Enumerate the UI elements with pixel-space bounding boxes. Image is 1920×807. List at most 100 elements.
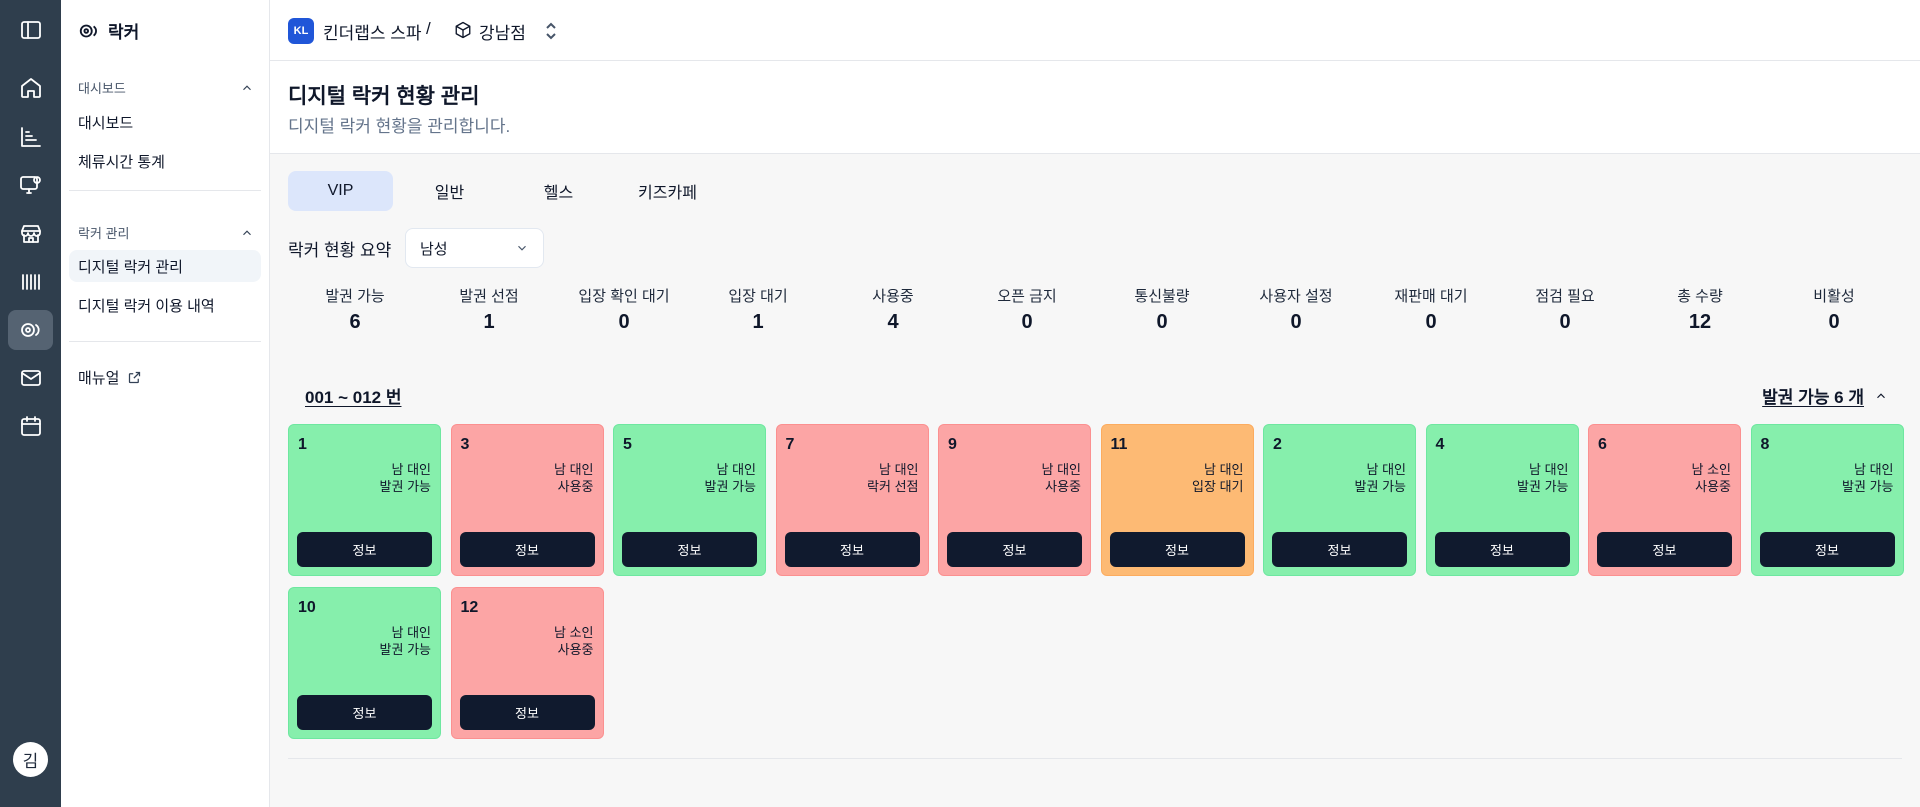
chevron-up-down-icon[interactable] (544, 22, 558, 40)
locker-type: 남 소인 (554, 625, 594, 640)
locker-info-button[interactable]: 정보 (784, 532, 920, 567)
tab-general[interactable]: 일반 (434, 185, 465, 202)
sidebar-item-manual[interactable]: 매뉴얼 (69, 361, 261, 393)
stat-available: 발권 가능 6 (325, 288, 385, 333)
locker-number: 5 (623, 436, 632, 453)
divider (69, 341, 261, 342)
locker-info-button[interactable]: 정보 (1272, 532, 1407, 567)
stat-inspection-needed: 점검 필요 0 (1535, 288, 1595, 333)
locker-info-button[interactable]: 정보 (1759, 532, 1895, 567)
store-name[interactable]: 강남점 (479, 24, 526, 43)
locker-type: 남 소인 (1691, 462, 1732, 477)
chevron-down-icon (518, 245, 526, 251)
locker-icon[interactable] (8, 310, 53, 350)
monitor-settings-icon[interactable] (8, 165, 53, 205)
stat-total: 총 수량 12 (1677, 288, 1723, 333)
available-summary-label: 발권 가능 6 개 (1762, 388, 1864, 407)
locker-info-button[interactable]: 정보 (1109, 532, 1245, 567)
locker-status: 발권 가능 (379, 642, 431, 657)
stat-open-prohibited: 오픈 금지 0 (997, 288, 1057, 333)
external-link-icon (129, 371, 141, 383)
chevron-up-icon (1877, 392, 1885, 398)
avatar[interactable]: 김 (13, 742, 48, 777)
page-header: 디지털 락커 현황 관리 디지털 락커 현황을 관리합니다. (270, 61, 1920, 154)
sidebar-toggle-icon[interactable] (8, 10, 53, 50)
locker-type: 남 대인 (1529, 462, 1569, 477)
calendar-icon[interactable] (8, 406, 53, 446)
box-icon (455, 21, 471, 39)
stat-preempted: 발권 선점 1 (459, 288, 519, 333)
group-header-dashboard[interactable]: 대시보드 (78, 78, 254, 97)
locker-card-11[interactable]: 11 남 대인 입장 대기 정보 (1100, 424, 1254, 576)
locker-card-12[interactable]: 12 남 소인 사용중 정보 (450, 587, 604, 739)
chart-icon[interactable] (8, 117, 53, 157)
locker-number: 6 (1598, 436, 1607, 453)
tab-health[interactable]: 헬스 (543, 185, 574, 202)
home-icon[interactable] (8, 68, 53, 108)
locker-info-button[interactable]: 정보 (622, 532, 757, 567)
breadcrumb-separator: / (426, 19, 431, 38)
tab-vip[interactable]: VIP (288, 171, 393, 211)
locker-type: 남 대인 (391, 462, 432, 477)
locker-logo-icon (79, 24, 97, 37)
summary-label: 락커 현황 요약 (288, 241, 392, 260)
group-header-locker-management[interactable]: 락커 관리 (78, 223, 254, 242)
locker-info-button[interactable]: 정보 (459, 532, 595, 567)
locker-type: 남 대인 (1854, 462, 1894, 477)
locker-type: 남 대인 (1366, 462, 1407, 477)
main-content: VIP 일반 헬스 키즈카페 락커 현황 요약 남성 발권 가능 6 발권 선점 1… (270, 154, 1920, 807)
sidebar-item-digital-locker-management[interactable]: 디지털 락커 관리 (69, 250, 261, 282)
locker-info-button[interactable]: 정보 (1597, 532, 1732, 567)
icon-rail: 김 (0, 0, 61, 807)
locker-info-button[interactable]: 정보 (947, 532, 1082, 567)
locker-status: 사용중 (557, 642, 594, 657)
stat-in-use: 사용중 4 (872, 288, 914, 333)
locker-card-7[interactable]: 7 남 대인 락커 선점 정보 (775, 424, 929, 576)
available-summary-toggle[interactable]: 발권 가능 6 개 (1762, 383, 1888, 408)
locker-type: 남 대인 (391, 625, 432, 640)
top-bar: KL 킨더랩스 스파 / 강남점 (270, 0, 1920, 61)
divider (69, 190, 261, 191)
locker-status: 발권 가능 (379, 479, 431, 494)
locker-status: 발권 가능 (1354, 479, 1406, 494)
locker-status: 락커 선점 (867, 479, 919, 494)
locker-card-1[interactable]: 1 남 대인 발권 가능 정보 (288, 424, 441, 576)
locker-number: 4 (1435, 436, 1445, 453)
locker-info-button[interactable]: 정보 (459, 695, 595, 730)
locker-status: 사용중 (557, 479, 594, 494)
page-subtitle: 디지털 락커 현황을 관리합니다. (288, 117, 511, 136)
brand-label: 락커 (108, 23, 140, 42)
locker-card-3[interactable]: 3 남 대인 사용중 정보 (450, 424, 604, 576)
sidebar-item-stay-time-stats[interactable]: 체류시간 통계 (78, 153, 165, 171)
locker-range-link[interactable]: 001 ~ 012 번 (305, 388, 402, 407)
locker-info-button[interactable]: 정보 (297, 695, 432, 730)
locker-card-9[interactable]: 9 남 대인 사용중 정보 (938, 424, 1091, 576)
locker-status: 발권 가능 (1517, 479, 1569, 494)
sidebar-item-digital-locker-history[interactable]: 디지털 락커 이용 내역 (78, 297, 215, 315)
locker-number: 10 (298, 599, 316, 616)
locker-status: 발권 가능 (704, 479, 756, 494)
stat-user-setting: 사용자 설정 0 (1259, 288, 1333, 333)
locker-status: 발권 가능 (1842, 479, 1894, 494)
company-name[interactable]: 킨더랩스 스파 (323, 24, 422, 43)
page-title: 디지털 락커 현황 관리 (288, 85, 480, 108)
locker-card-2[interactable]: 2 남 대인 발권 가능 정보 (1263, 424, 1416, 576)
locker-info-button[interactable]: 정보 (297, 532, 432, 567)
locker-status: 입장 대기 (1192, 479, 1244, 494)
sidebar-item-dashboard[interactable]: 대시보드 (78, 114, 134, 132)
store-icon[interactable] (8, 214, 53, 254)
mail-icon[interactable] (8, 358, 53, 398)
gender-select[interactable]: 남성 (405, 228, 544, 268)
locker-number: 8 (1760, 436, 1770, 453)
locker-type: 남 대인 (716, 462, 757, 477)
tab-kids-cafe[interactable]: 키즈카페 (638, 185, 697, 202)
locker-info-button[interactable]: 정보 (1434, 532, 1570, 567)
sidebar: 락커 대시보드 대시보드 체류시간 통계 락커 관리 디지털 락커 관리 디지털… (61, 0, 270, 807)
barcode-icon[interactable] (8, 262, 53, 302)
locker-status: 사용중 (1695, 479, 1731, 494)
